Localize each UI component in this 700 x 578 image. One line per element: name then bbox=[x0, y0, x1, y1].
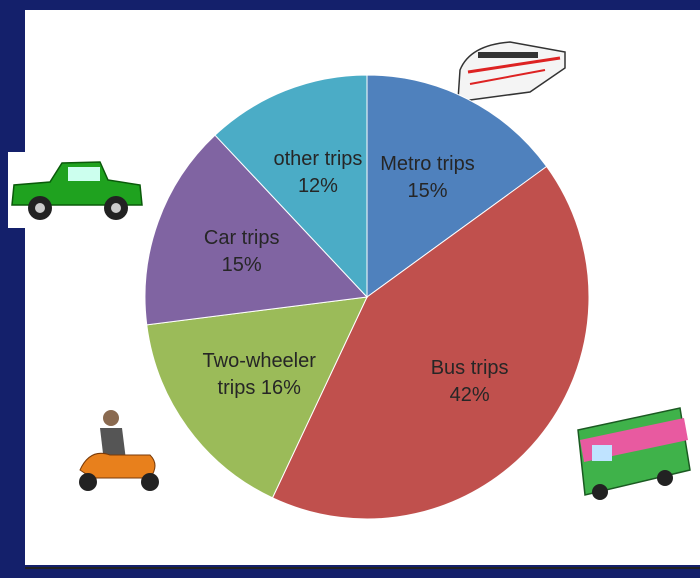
value-label: 15% bbox=[222, 254, 262, 276]
slice-label: Two-wheeler trips 16% bbox=[199, 348, 319, 402]
category-label: Bus trips bbox=[431, 357, 509, 379]
scooter-icon bbox=[79, 410, 159, 491]
slice-label: other trips 12% bbox=[258, 146, 378, 200]
category-label: Metro trips bbox=[380, 153, 474, 175]
slice-label: Metro trips 15% bbox=[367, 151, 487, 205]
bus-icon bbox=[578, 408, 690, 500]
chart bbox=[0, 0, 700, 578]
slice-label: Car trips 15% bbox=[182, 225, 302, 279]
category-label: other trips bbox=[273, 148, 362, 170]
value-label: 16% bbox=[261, 377, 301, 399]
category-label: Car trips bbox=[204, 227, 280, 249]
car-icon bbox=[8, 152, 144, 228]
value-label: 42% bbox=[450, 384, 490, 406]
value-label: 15% bbox=[407, 180, 447, 202]
slide: Metro trips 15% Bus trips 42% Two-wheeler … bbox=[0, 0, 700, 578]
value-label: 12% bbox=[298, 175, 338, 197]
slice-label: Bus trips 42% bbox=[410, 355, 530, 409]
train-icon bbox=[458, 42, 565, 100]
